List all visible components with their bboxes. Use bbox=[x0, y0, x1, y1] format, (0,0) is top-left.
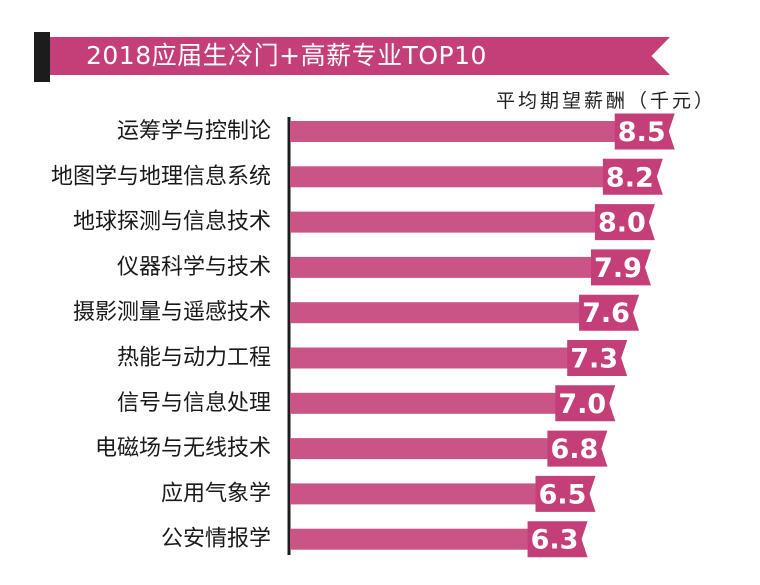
value-label: 6.5 bbox=[539, 479, 587, 510]
chart-title: 2018应届生冷门+高薪专业TOP10 bbox=[86, 41, 487, 70]
value-badge bbox=[535, 475, 596, 512]
value-badge bbox=[579, 294, 640, 331]
value-badge bbox=[602, 158, 663, 195]
category-label: 地图学与地理信息系统 bbox=[51, 164, 271, 189]
bar bbox=[290, 347, 580, 369]
category-label: 电磁场与无线技术 bbox=[95, 436, 271, 461]
value-badge bbox=[614, 113, 675, 150]
unit-label: 平均期望薪酬（千元） bbox=[495, 90, 716, 112]
value-label: 8.5 bbox=[618, 117, 666, 148]
bar bbox=[290, 483, 548, 505]
bar bbox=[290, 302, 592, 324]
value-badge bbox=[555, 385, 616, 422]
title-accent-bar bbox=[34, 32, 50, 82]
value-badge bbox=[567, 340, 628, 376]
value-badge bbox=[590, 249, 651, 286]
value-badge bbox=[547, 430, 608, 467]
bar bbox=[290, 528, 540, 550]
category-label: 公安情报学 bbox=[161, 527, 271, 552]
bar bbox=[290, 211, 607, 233]
category-label: 摄影测量与遥感技术 bbox=[73, 300, 271, 325]
category-label: 运筹学与控制论 bbox=[117, 119, 271, 144]
category-label: 仪器科学与技术 bbox=[117, 255, 271, 280]
category-label: 信号与信息处理 bbox=[117, 391, 271, 416]
bar bbox=[290, 438, 560, 460]
value-label: 8.2 bbox=[606, 162, 654, 193]
value-badge bbox=[594, 204, 655, 241]
bar bbox=[290, 256, 603, 278]
value-label: 7.0 bbox=[558, 389, 606, 420]
value-badge bbox=[527, 521, 588, 558]
bar bbox=[290, 166, 615, 188]
bar bbox=[290, 121, 627, 142]
value-label: 7.9 bbox=[594, 253, 642, 284]
value-label: 7.6 bbox=[582, 298, 630, 329]
value-label: 7.3 bbox=[570, 344, 618, 375]
category-label: 应用气象学 bbox=[161, 481, 271, 506]
title-banner bbox=[50, 37, 670, 75]
value-label: 6.3 bbox=[531, 525, 579, 556]
value-label: 6.8 bbox=[550, 434, 598, 465]
category-label: 热能与动力工程 bbox=[117, 346, 271, 371]
category-label: 地球探测与信息技术 bbox=[73, 210, 271, 235]
bar bbox=[290, 392, 568, 414]
value-label: 8.0 bbox=[598, 208, 646, 239]
